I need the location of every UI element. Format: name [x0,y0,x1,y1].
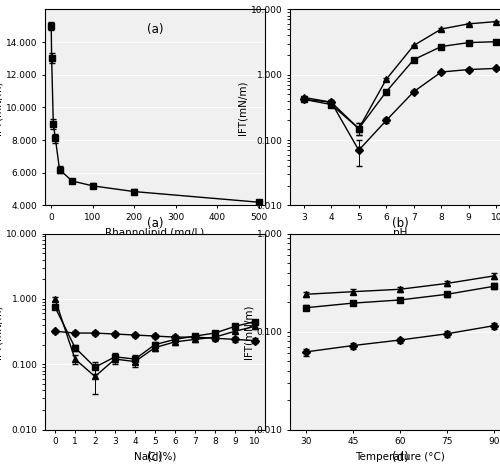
Text: (b): (b) [392,217,408,230]
Y-axis label: IFT(mN/m): IFT(mN/m) [238,80,248,134]
Text: (c): (c) [147,451,163,464]
X-axis label: pH: pH [393,228,407,238]
Text: (d): (d) [392,451,408,464]
Text: (a): (a) [147,217,163,230]
X-axis label: Rhannolipid (mg/L): Rhannolipid (mg/L) [106,228,204,238]
Y-axis label: IFT(mN/m): IFT(mN/m) [244,304,254,359]
Text: (a): (a) [147,23,163,35]
X-axis label: NaCl(%): NaCl(%) [134,452,176,462]
Y-axis label: IFT(mN/m): IFT(mN/m) [0,80,3,134]
Y-axis label: IFT(mN/m): IFT(mN/m) [0,304,3,359]
X-axis label: Temperature (°C): Temperature (°C) [355,452,445,462]
